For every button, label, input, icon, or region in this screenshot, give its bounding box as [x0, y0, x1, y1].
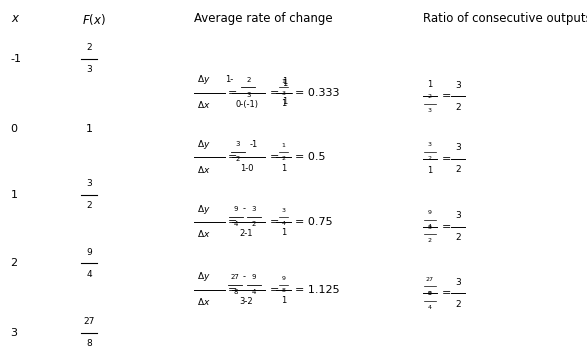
Text: 8: 8	[86, 339, 92, 348]
Text: -1: -1	[249, 140, 258, 149]
Text: =: =	[270, 152, 279, 162]
Text: 3: 3	[235, 141, 240, 147]
Text: 1: 1	[282, 143, 285, 148]
Text: = 0.75: = 0.75	[295, 217, 332, 227]
Text: =: =	[270, 217, 279, 227]
Text: $\Delta x$: $\Delta x$	[197, 228, 210, 240]
Text: 1: 1	[282, 79, 285, 84]
Text: 9: 9	[252, 274, 257, 280]
Text: 3: 3	[86, 65, 92, 74]
Text: 3: 3	[455, 144, 461, 152]
Text: 27: 27	[83, 317, 95, 326]
Text: 3-2: 3-2	[239, 297, 254, 306]
Text: 1: 1	[282, 77, 287, 86]
Text: =: =	[228, 285, 237, 295]
Text: 0-(-1): 0-(-1)	[235, 100, 258, 109]
Text: 3: 3	[282, 208, 285, 213]
Text: 9: 9	[282, 276, 285, 281]
Text: 1: 1	[281, 296, 286, 305]
Text: 2: 2	[11, 258, 18, 268]
Text: 1: 1	[11, 190, 18, 200]
Text: 3: 3	[246, 92, 251, 98]
Text: 1: 1	[281, 228, 286, 237]
Text: 4: 4	[428, 305, 431, 310]
Text: 9: 9	[86, 248, 92, 257]
Text: 27: 27	[231, 274, 240, 280]
Text: 2: 2	[455, 165, 461, 174]
Text: $\Delta x$: $\Delta x$	[197, 99, 210, 110]
Text: $F(x)$: $F(x)$	[82, 12, 106, 27]
Text: 3: 3	[455, 278, 461, 287]
Text: 4: 4	[234, 221, 238, 227]
Text: $\Delta y$: $\Delta y$	[197, 138, 210, 151]
Text: 4: 4	[282, 221, 285, 226]
Text: 3: 3	[455, 81, 461, 90]
Text: 3: 3	[428, 142, 431, 147]
Text: =: =	[441, 288, 451, 298]
Text: = 1.125: = 1.125	[295, 285, 339, 295]
Text: -: -	[242, 272, 246, 281]
Text: -: -	[242, 204, 246, 213]
Text: 3: 3	[86, 179, 92, 188]
Text: Average rate of change: Average rate of change	[194, 12, 332, 25]
Text: 2: 2	[428, 156, 431, 161]
Text: -1: -1	[11, 54, 22, 64]
Text: = 0.333: = 0.333	[295, 88, 339, 98]
Text: 1: 1	[281, 164, 286, 172]
Text: 2: 2	[86, 201, 92, 210]
Text: 3: 3	[11, 328, 18, 338]
Text: 8: 8	[428, 291, 431, 296]
Text: =: =	[228, 152, 237, 162]
Text: Ratio of consecutive outputs: Ratio of consecutive outputs	[423, 12, 587, 25]
Text: 2: 2	[455, 103, 461, 112]
Text: 1: 1	[427, 166, 432, 175]
Text: 1: 1	[282, 79, 287, 88]
Text: 1: 1	[282, 97, 287, 106]
Text: 1: 1	[86, 124, 93, 134]
Text: =: =	[441, 222, 451, 232]
Text: 4: 4	[86, 270, 92, 278]
Text: 9: 9	[428, 291, 431, 296]
Text: 2: 2	[428, 238, 431, 243]
Text: $\Delta x$: $\Delta x$	[197, 164, 210, 175]
Text: =: =	[270, 285, 279, 295]
Text: 2: 2	[455, 233, 461, 242]
Text: $\Delta y$: $\Delta y$	[197, 203, 210, 216]
Text: $x$: $x$	[11, 12, 20, 25]
Text: 9: 9	[428, 210, 431, 215]
Text: 4: 4	[252, 289, 257, 295]
Text: 3: 3	[251, 206, 256, 212]
Text: 3: 3	[282, 91, 285, 96]
Text: =: =	[441, 91, 451, 101]
Text: $\Delta x$: $\Delta x$	[197, 296, 210, 307]
Text: 8: 8	[233, 289, 238, 295]
Text: 9: 9	[234, 206, 238, 212]
Text: 1: 1	[427, 80, 432, 89]
Text: =: =	[228, 217, 237, 227]
Text: $\Delta y$: $\Delta y$	[197, 271, 210, 283]
Text: 2: 2	[282, 156, 285, 161]
Text: =: =	[270, 88, 279, 98]
Text: 1-0: 1-0	[240, 164, 253, 173]
Text: 2: 2	[428, 94, 431, 99]
Text: 3: 3	[428, 108, 431, 113]
Text: 2: 2	[86, 44, 92, 52]
Text: =: =	[441, 154, 451, 164]
Text: 3: 3	[428, 225, 431, 230]
Text: 2: 2	[251, 221, 256, 227]
Text: $\Delta y$: $\Delta y$	[197, 74, 210, 86]
Text: 3: 3	[455, 211, 461, 220]
Text: 1: 1	[281, 99, 286, 108]
Text: 27: 27	[426, 277, 434, 282]
Text: = 0.5: = 0.5	[295, 152, 325, 162]
Text: 4: 4	[428, 224, 431, 229]
Text: 2: 2	[235, 156, 240, 162]
Text: 0: 0	[11, 124, 18, 134]
Text: 8: 8	[282, 288, 285, 293]
Text: 2-1: 2-1	[240, 229, 253, 238]
Text: =: =	[228, 88, 237, 98]
Text: 2: 2	[455, 300, 461, 309]
Text: 1-: 1-	[225, 75, 234, 84]
Text: 2: 2	[246, 77, 251, 83]
